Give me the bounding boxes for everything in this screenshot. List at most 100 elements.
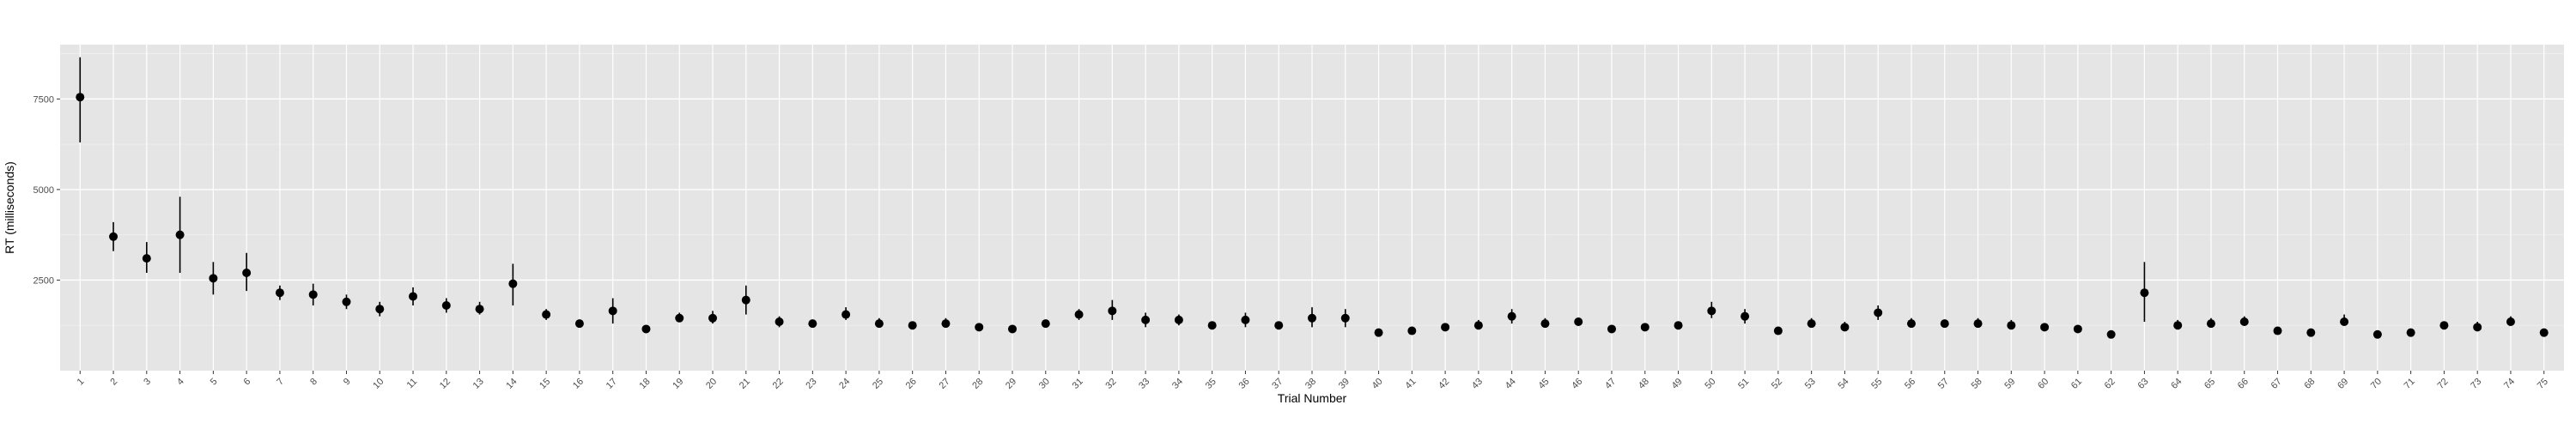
x-tick-label: 28: [970, 377, 985, 391]
data-point: [1741, 311, 1750, 321]
data-point: [1607, 324, 1616, 334]
data-point: [2539, 328, 2549, 337]
data-point: [1874, 308, 1883, 317]
x-tick-label: 67: [2269, 377, 2284, 391]
data-point: [1174, 315, 1183, 324]
x-tick-label: 58: [1970, 377, 1984, 391]
data-point: [941, 319, 951, 329]
data-point: [2273, 326, 2282, 335]
data-point: [708, 313, 718, 323]
x-tick-label: 13: [471, 377, 486, 391]
data-point: [1041, 319, 1050, 329]
data-point: [1274, 321, 1284, 330]
data-point: [2506, 317, 2515, 326]
data-point: [1973, 319, 1983, 329]
data-point: [975, 323, 984, 332]
x-tick-label: 43: [1470, 377, 1485, 391]
x-tick-label: 48: [1637, 377, 1651, 391]
x-tick-label: 36: [1237, 377, 1252, 391]
x-tick-label: 69: [2336, 377, 2350, 391]
data-point: [342, 297, 351, 306]
data-point: [2073, 324, 2082, 334]
y-axis-title: RT (milliseconds): [3, 161, 16, 254]
data-point: [2239, 317, 2249, 326]
y-axis: 2500 5000 7500: [33, 94, 60, 286]
x-tick-label: 24: [837, 377, 852, 391]
data-point: [76, 93, 85, 102]
data-point: [1540, 319, 1550, 329]
x-tick-label: 11: [405, 377, 420, 391]
x-tick-label: 64: [2169, 377, 2184, 391]
x-tick-label: 59: [2002, 377, 2017, 391]
data-point: [1207, 321, 1217, 330]
x-tick-label: 31: [1071, 377, 1085, 391]
data-point: [1840, 323, 1850, 332]
x-tick-label: 10: [371, 377, 386, 391]
x-tick-label: 57: [1936, 377, 1951, 391]
x-tick-label: 63: [2136, 377, 2150, 391]
data-point: [2306, 328, 2316, 337]
data-point: [1108, 306, 1117, 316]
data-point: [841, 310, 851, 319]
x-tick-label: 32: [1103, 377, 1118, 391]
data-point: [1640, 323, 1649, 332]
x-tick-label: 2: [108, 377, 119, 388]
x-tick-label: 75: [2536, 377, 2550, 391]
data-point: [741, 295, 750, 305]
data-point: [242, 269, 252, 277]
x-tick-label: 21: [738, 377, 752, 391]
data-point: [675, 313, 684, 323]
x-tick-label: 14: [504, 377, 519, 391]
data-point: [142, 254, 151, 263]
x-tick-label: 65: [2202, 377, 2217, 391]
data-point: [508, 279, 518, 288]
x-tick-label: 70: [2369, 377, 2384, 391]
x-tick-label: 40: [1370, 377, 1385, 391]
data-point: [874, 319, 884, 329]
x-tick-label: 74: [2502, 377, 2517, 391]
x-tick-label: 7: [275, 377, 286, 388]
x-tick-label: 19: [671, 377, 685, 391]
data-point: [641, 324, 651, 334]
x-tick-label: 71: [2403, 377, 2417, 391]
data-point: [1473, 321, 1483, 330]
data-point: [775, 317, 784, 326]
y-tick-label: 5000: [33, 185, 54, 196]
data-point: [2007, 321, 2016, 330]
x-tick-label: 55: [1869, 377, 1884, 391]
x-tick-label: 16: [571, 377, 586, 391]
x-tick-label: 47: [1603, 377, 1618, 391]
x-tick-label: 15: [538, 377, 552, 391]
data-point: [2439, 321, 2449, 330]
x-tick-label: 45: [1537, 377, 1552, 391]
x-tick-label: 62: [2103, 377, 2117, 391]
data-point: [1441, 323, 1450, 332]
x-tick-label: 34: [1170, 377, 1185, 391]
x-tick-label: 50: [1703, 377, 1717, 391]
data-points: [76, 93, 2549, 339]
data-point: [1507, 311, 1516, 321]
x-tick-label: 60: [2036, 377, 2050, 391]
data-point: [2206, 319, 2215, 329]
data-point: [1906, 319, 1916, 329]
x-tick-label: 42: [1437, 377, 1451, 391]
data-point: [542, 310, 551, 319]
grid-lines: [60, 45, 2564, 371]
x-tick-label: 17: [605, 377, 619, 391]
x-tick-label: 30: [1037, 377, 1052, 391]
x-tick-label: 9: [342, 377, 353, 388]
data-point: [175, 230, 185, 239]
x-tick-label: 4: [175, 377, 186, 388]
x-tick-label: 23: [804, 377, 818, 391]
x-tick-label: 39: [1337, 377, 1352, 391]
x-tick-label: 51: [1736, 377, 1751, 391]
x-tick-label: 54: [1836, 377, 1850, 391]
x-tick-label: 66: [2236, 377, 2251, 391]
data-point: [2140, 288, 2149, 298]
x-tick-label: 8: [308, 377, 319, 388]
data-point: [2106, 329, 2116, 339]
data-point: [1707, 306, 1716, 316]
data-point: [409, 292, 418, 301]
x-tick-label: 3: [142, 377, 153, 388]
